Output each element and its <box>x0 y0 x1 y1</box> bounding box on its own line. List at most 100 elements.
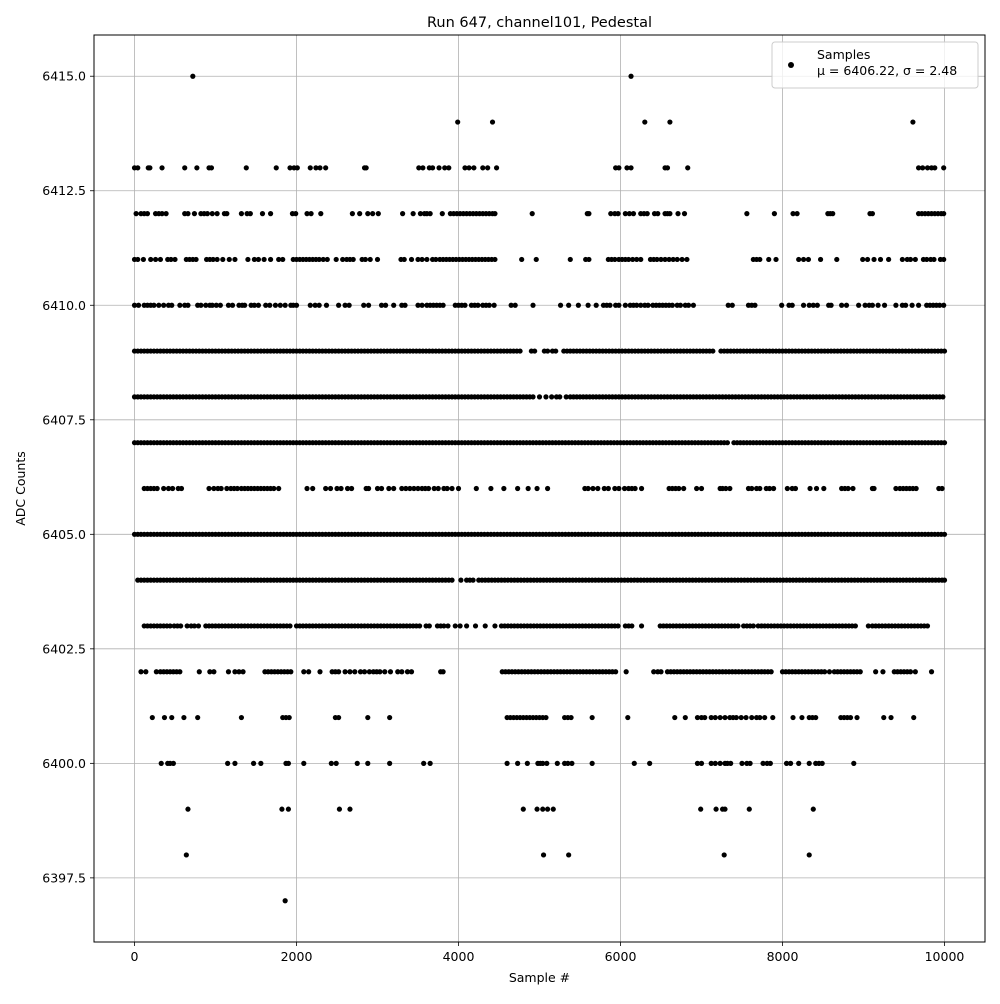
data-point <box>694 485 700 492</box>
data-point <box>851 760 857 766</box>
data-point <box>752 302 758 308</box>
data-point <box>267 256 274 263</box>
data-point <box>530 394 536 400</box>
data-point <box>727 485 733 492</box>
data-point <box>881 302 888 308</box>
data-point <box>623 669 629 675</box>
data-point <box>471 165 477 171</box>
data-point <box>440 302 446 308</box>
data-point <box>159 165 165 171</box>
data-point <box>267 211 274 217</box>
data-point <box>363 165 369 171</box>
data-point <box>475 302 481 308</box>
data-point <box>682 714 688 721</box>
data-point <box>367 256 373 263</box>
data-point <box>805 256 812 263</box>
data-point <box>744 211 750 217</box>
data-point <box>407 485 413 492</box>
data-point <box>492 623 498 629</box>
data-point <box>616 165 622 171</box>
data-point <box>273 165 279 171</box>
data-point <box>634 256 640 263</box>
data-point <box>771 211 778 217</box>
data-point <box>839 302 845 308</box>
data-point <box>784 485 790 492</box>
data-point <box>232 256 238 263</box>
y-axis-label: ADC Counts <box>13 451 28 526</box>
data-point <box>285 806 291 812</box>
data-point <box>282 302 288 308</box>
data-point <box>712 760 718 766</box>
y-tick-label: 6402.5 <box>42 641 86 656</box>
data-point <box>642 119 648 125</box>
data-point <box>545 806 551 812</box>
data-point <box>357 211 363 217</box>
data-point <box>342 302 348 308</box>
data-point <box>941 211 947 217</box>
data-point <box>225 669 232 675</box>
data-point <box>568 714 574 721</box>
data-point <box>349 211 355 217</box>
data-point <box>545 348 551 354</box>
data-point <box>590 485 596 492</box>
data-point <box>524 760 530 766</box>
data-point <box>543 394 549 400</box>
data-point <box>710 348 716 354</box>
data-point <box>725 302 731 308</box>
data-point <box>310 485 316 492</box>
data-point <box>288 669 294 675</box>
data-point <box>439 211 445 217</box>
data-point <box>276 485 282 492</box>
data-point <box>316 256 322 263</box>
data-point <box>817 256 824 263</box>
data-point <box>317 669 323 675</box>
data-point <box>773 256 779 263</box>
data-point <box>214 256 220 263</box>
data-point <box>492 211 498 217</box>
data-point <box>280 256 286 263</box>
data-point <box>738 714 744 721</box>
data-point <box>910 119 916 125</box>
data-point <box>209 211 215 217</box>
data-point <box>131 302 138 308</box>
data-point <box>492 256 498 263</box>
data-point <box>621 485 628 492</box>
data-point <box>586 211 592 217</box>
data-point <box>301 669 307 675</box>
x-axis-label: Sample # <box>509 970 570 985</box>
data-point <box>913 485 919 492</box>
data-point <box>760 760 766 766</box>
data-point <box>154 485 160 492</box>
data-point <box>191 623 198 629</box>
data-point <box>674 256 680 263</box>
data-point <box>194 165 200 171</box>
data-point <box>529 211 535 217</box>
data-point <box>613 669 619 675</box>
data-point <box>545 485 551 492</box>
data-point <box>472 623 479 629</box>
data-point <box>629 623 635 629</box>
data-point <box>626 256 632 263</box>
data-point <box>320 256 326 263</box>
data-point <box>746 806 752 812</box>
data-point <box>195 623 202 629</box>
data-point <box>135 256 141 263</box>
data-point <box>485 165 491 171</box>
data-point <box>378 485 385 492</box>
x-tick-label: 4000 <box>443 949 475 964</box>
data-point <box>177 669 183 675</box>
data-point <box>728 760 734 766</box>
data-point <box>347 806 353 812</box>
data-point <box>796 760 802 766</box>
data-point <box>365 302 372 308</box>
data-point <box>789 302 795 308</box>
data-point <box>445 623 451 629</box>
data-point <box>828 302 834 308</box>
data-point <box>634 302 640 308</box>
data-point <box>185 211 191 217</box>
data-point <box>436 165 442 171</box>
data-point <box>540 852 547 858</box>
data-point <box>589 714 595 721</box>
data-point <box>148 256 154 263</box>
